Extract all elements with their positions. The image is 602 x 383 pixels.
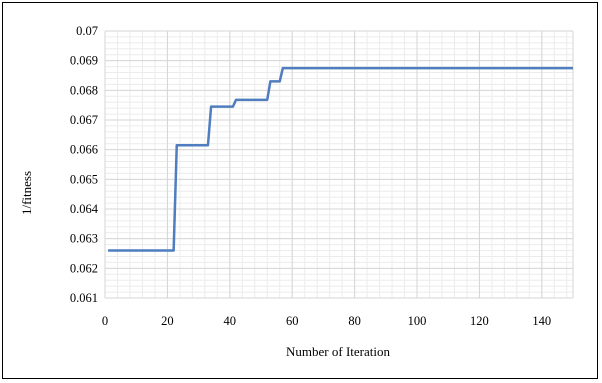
y-tick-label: 0.065 — [70, 172, 98, 186]
chart-frame — [2, 2, 598, 379]
x-tick-label: 100 — [408, 314, 427, 328]
major-gridlines — [104, 30, 574, 299]
y-tick-label: 0.069 — [70, 54, 98, 68]
y-tick-label: 0.062 — [70, 261, 98, 275]
y-axis-label: 1/fitness — [19, 171, 34, 215]
x-tick-label: 40 — [224, 314, 237, 328]
y-tick-label: 0.063 — [70, 232, 98, 246]
y-tick-label: 0.067 — [70, 113, 98, 127]
y-axis-tick-labels: 0.061 0.062 0.063 0.064 0.065 0.066 0.067 0.068… — [70, 24, 99, 305]
x-tick-label: 0 — [102, 314, 108, 328]
y-tick-label: 0.061 — [70, 291, 98, 305]
x-axis-label: Number of Iteration — [286, 344, 390, 359]
x-tick-label: 140 — [532, 314, 551, 328]
series-group — [108, 66, 573, 252]
x-axis-tick-labels: 0 20 40 60 80 100 120 140 — [102, 314, 551, 328]
y-tick-label: 0.064 — [70, 202, 99, 216]
x-tick-label: 20 — [161, 314, 174, 328]
x-tick-label: 120 — [470, 314, 489, 328]
y-tick-label: 0.066 — [70, 143, 98, 157]
series-line — [108, 66, 573, 252]
y-tick-label: 0.068 — [70, 83, 98, 97]
x-tick-label: 60 — [286, 314, 299, 328]
x-tick-label: 80 — [348, 314, 361, 328]
y-tick-label: 0.07 — [76, 24, 98, 38]
